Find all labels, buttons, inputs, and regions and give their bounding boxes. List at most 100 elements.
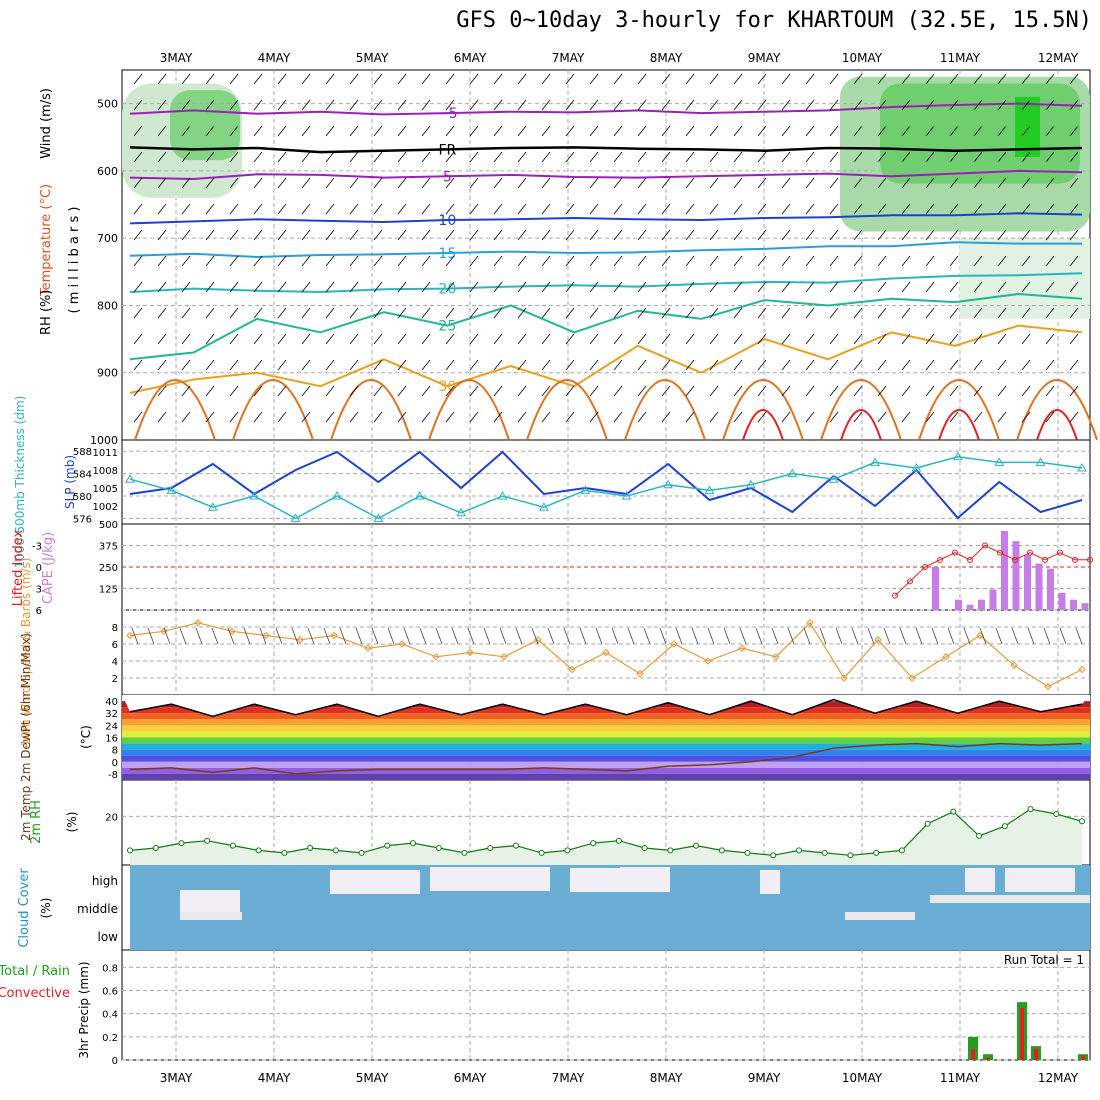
wind-barb — [541, 99, 551, 111]
wind-barb — [445, 411, 455, 423]
wind-barb — [997, 203, 1007, 215]
wind-barb — [205, 99, 215, 111]
wind-barb — [637, 333, 647, 345]
wind-speed-marker — [568, 665, 576, 674]
wind-barb — [805, 229, 815, 241]
surface-wind-barb — [1043, 627, 1051, 645]
wind-barb — [685, 411, 695, 423]
wind-barb — [709, 411, 719, 423]
precip-tick-label: 0.2 — [102, 1033, 118, 1044]
wind-barb — [517, 229, 527, 241]
wind-barb — [133, 99, 143, 111]
temperature-color-band — [122, 761, 1090, 768]
wind-barb — [445, 151, 455, 163]
slp-tick-label: 1005 — [93, 484, 118, 495]
wind-barb — [757, 229, 767, 241]
wind-barb — [205, 411, 215, 423]
wind-barb — [253, 177, 263, 189]
wind-barb — [517, 333, 527, 345]
wind-barb — [229, 333, 239, 345]
wind-barb — [949, 359, 959, 371]
temperature-tick-label: 24 — [105, 721, 118, 732]
wind-barb — [229, 73, 239, 85]
isotherm-line — [129, 102, 1083, 116]
rh-marker — [384, 842, 391, 849]
thickness-marker — [290, 513, 301, 522]
wind-speed-marker — [126, 631, 134, 640]
wind-barb — [829, 73, 839, 85]
wind-speed-marker — [874, 636, 882, 644]
isotherm-line — [129, 324, 1083, 394]
wind-barb — [1045, 359, 1055, 371]
wind-barb — [733, 411, 743, 423]
wind-barb — [469, 203, 479, 215]
wind-barb — [997, 151, 1007, 163]
cloud-unit-label: (%) — [39, 898, 53, 919]
rh-marker — [615, 837, 622, 844]
thickness-marker — [373, 513, 384, 522]
wind-barb — [277, 411, 287, 423]
wind-barb — [805, 359, 815, 371]
wind-barb — [325, 125, 335, 137]
wind-barb — [157, 281, 167, 293]
wind-barb — [685, 333, 695, 345]
rh-marker — [1001, 823, 1008, 830]
wind-barb — [757, 203, 767, 215]
wind-barb — [301, 333, 311, 345]
temperature-color-band — [122, 737, 1090, 744]
wind-barb — [469, 281, 479, 293]
top-date-label: 3MAY — [160, 51, 193, 65]
wind-barb — [709, 177, 719, 189]
wind-barb — [805, 99, 815, 111]
wind-barb — [1021, 229, 1031, 241]
run-total-label: Run Total = 1 — [1004, 953, 1084, 967]
surface-wind-barb — [163, 627, 171, 645]
wind-barb — [253, 255, 263, 267]
wind-barb — [1045, 411, 1055, 423]
wind-barb — [469, 125, 479, 137]
wind-barb — [277, 125, 287, 137]
meteogram-panels: 3MAY 3MAY 4MAY 4MAY 5MAY 5MAY 6MAY 6MAY 7MAY 7MAY… — [0, 51, 1098, 1085]
li-tick-label: 6 — [36, 606, 42, 617]
thickness-marker — [746, 479, 756, 489]
precip-convective-bar — [971, 1048, 975, 1060]
wind-barb — [853, 359, 863, 371]
wind-barb — [205, 73, 215, 85]
wind-barb — [397, 203, 407, 215]
isotherm-35-arc — [624, 379, 706, 441]
wind-barb — [229, 229, 239, 241]
cape-axis-label: CAPE (J/kg) — [41, 532, 56, 604]
wind-barb — [421, 125, 431, 137]
wind-barb — [637, 385, 647, 397]
wind-barb — [685, 229, 695, 241]
surface-wind-barb — [483, 627, 491, 645]
wind-barb — [1069, 125, 1079, 137]
wind-barb — [541, 411, 551, 423]
wind-barb — [637, 411, 647, 423]
wind-barb — [589, 281, 599, 293]
wind-barb — [901, 125, 911, 137]
surface-wind-barb — [435, 627, 443, 645]
surface-wind-barb — [499, 627, 507, 645]
wind-speed-marker — [432, 653, 440, 661]
wind-barb — [397, 359, 407, 371]
wind-barb — [685, 281, 695, 293]
pressure-tick-label: 600 — [97, 165, 118, 178]
wind-barb — [709, 73, 719, 85]
wind-barb — [277, 307, 287, 319]
wind-barb — [493, 359, 503, 371]
wind-barb — [613, 255, 623, 267]
wind-barb — [589, 307, 599, 319]
rh-shade — [170, 90, 240, 161]
wind-barb — [637, 307, 647, 319]
wind-barb — [829, 307, 839, 319]
wind-speed-marker — [942, 653, 950, 661]
wind-barb — [565, 125, 575, 137]
wind-barb — [1069, 411, 1079, 423]
rh-marker — [744, 849, 751, 856]
wind-barb — [253, 359, 263, 371]
wind-speed-marker — [840, 674, 848, 682]
wind-barb — [589, 151, 599, 163]
wind-barb — [829, 359, 839, 371]
surface-wind-barb — [595, 627, 603, 645]
